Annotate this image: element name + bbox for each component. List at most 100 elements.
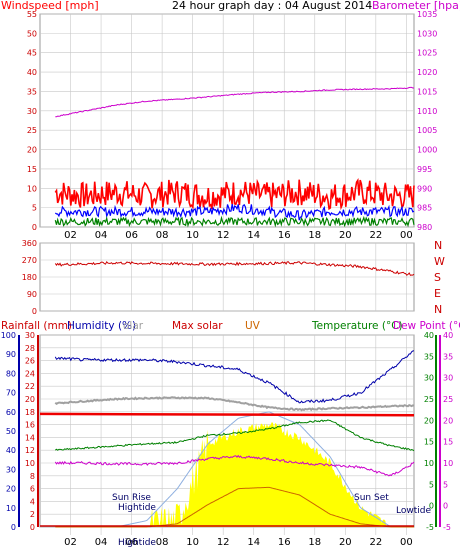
series-dew-point bbox=[54, 454, 415, 477]
windspeed-axis-title: Windspeed [mph] bbox=[1, 0, 99, 12]
humidity-tick-label: 20 bbox=[6, 485, 16, 494]
rain-tick-label: 8 bbox=[30, 472, 35, 481]
y-tick-label: 270 bbox=[22, 256, 37, 265]
legend-uv: UV bbox=[245, 320, 261, 332]
annotation-hightide: Hightide bbox=[118, 503, 156, 513]
x-tick-label: 10 bbox=[186, 537, 199, 548]
x-tick-label: 02 bbox=[64, 230, 77, 241]
x-tick-label: 12 bbox=[217, 230, 230, 241]
y-tick-label-left: 55 bbox=[27, 10, 37, 19]
top-x-ticks: 02 04 06 08 10 12 14 16 18 20 22 00 bbox=[64, 230, 413, 241]
dewpoint-ticks: 40 35 30 25 20 15 10 5 0 -5 bbox=[443, 331, 453, 532]
series-wind-direction bbox=[54, 260, 415, 276]
bottom-x-ticks: 02 04 06 08 10 12 14 16 18 20 22 00 bbox=[64, 537, 413, 548]
rain-tick-label: 10 bbox=[25, 459, 35, 468]
annotation-sunrise: Sun Rise bbox=[112, 493, 151, 503]
y-tick-label-right: 1010 bbox=[417, 107, 437, 116]
humidity-tick-label: 0 bbox=[11, 523, 16, 532]
humidity-tick-label: 10 bbox=[6, 504, 16, 513]
temp-tick-label: 30 bbox=[424, 374, 434, 383]
y-tick-label-right: 1005 bbox=[417, 126, 437, 135]
compass-label: N bbox=[434, 239, 442, 252]
rain-tick-label: 22 bbox=[25, 382, 35, 391]
x-tick-label: 12 bbox=[217, 537, 230, 548]
y-tick-label-right: 1035 bbox=[417, 10, 437, 19]
humidity-tick-label: 60 bbox=[6, 408, 16, 417]
temp-tick-label: 0 bbox=[429, 502, 434, 511]
y-tick-label-right: 1000 bbox=[417, 146, 437, 155]
legend-maxsolar: Max solar bbox=[172, 320, 223, 332]
rain-tick-label: 30 bbox=[25, 331, 35, 340]
rain-tick-label: 12 bbox=[25, 446, 35, 455]
series-grey bbox=[54, 396, 415, 412]
x-tick-label: 16 bbox=[278, 230, 291, 241]
header: Windspeed [mph] 24 hour graph day : 04 A… bbox=[1, 0, 460, 12]
y-tick-label: 0 bbox=[32, 307, 37, 316]
x-tick-label: 04 bbox=[95, 537, 108, 548]
y-tick-label-left: 35 bbox=[27, 87, 37, 96]
temp-tick-label: 5 bbox=[429, 480, 434, 489]
dewpoint-tick-label: 40 bbox=[443, 331, 453, 340]
rain-tick-label: 20 bbox=[25, 395, 35, 404]
x-tick-label: 08 bbox=[156, 537, 169, 548]
temp-tick-label: 25 bbox=[424, 395, 434, 404]
humidity-tick-label: 80 bbox=[6, 369, 16, 378]
y-tick-label-left: 30 bbox=[27, 107, 37, 116]
legend-rainfall: Rainfall (mm) bbox=[1, 320, 72, 332]
legend-humidity: Humidity (%) bbox=[67, 320, 136, 332]
y-tick-label-right: 980 bbox=[417, 223, 432, 232]
x-tick-label: 06 bbox=[125, 537, 138, 548]
dewpoint-tick-label: 20 bbox=[443, 416, 453, 425]
x-tick-label: 02 bbox=[64, 537, 77, 548]
x-tick-label: 08 bbox=[156, 230, 169, 241]
dewpoint-tick-label: 0 bbox=[443, 502, 448, 511]
y-tick-label: 180 bbox=[22, 273, 37, 282]
series-humidity bbox=[54, 350, 415, 404]
compass-label: N bbox=[434, 303, 442, 316]
x-tick-label: 22 bbox=[369, 537, 382, 548]
x-tick-label: 22 bbox=[369, 230, 382, 241]
dewpoint-tick-label: 35 bbox=[443, 352, 453, 361]
x-tick-label: 06 bbox=[125, 230, 138, 241]
compass-label: E bbox=[434, 287, 441, 300]
x-tick-label: 20 bbox=[339, 537, 352, 548]
annotation-sunset: Sun Set bbox=[354, 493, 389, 503]
x-tick-label: 18 bbox=[308, 537, 321, 548]
y-tick-label-left: 10 bbox=[27, 184, 37, 193]
x-tick-label: 14 bbox=[247, 537, 260, 548]
bottom-panel: Rainfall (mm) Humidity (%) olar Max sola… bbox=[1, 320, 460, 548]
x-tick-label: 00 bbox=[400, 230, 413, 241]
y-tick-label-left: 25 bbox=[27, 126, 37, 135]
x-tick-label: 16 bbox=[278, 537, 291, 548]
y-tick-label-right: 1025 bbox=[417, 49, 437, 58]
rain-tick-label: 18 bbox=[25, 408, 35, 417]
rain-tick-label: 26 bbox=[25, 357, 35, 366]
x-tick-label: 10 bbox=[186, 230, 199, 241]
top-grid bbox=[40, 13, 414, 228]
x-tick-label: 00 bbox=[400, 537, 413, 548]
top-y-ticks-right: 1035 1030 1025 1020 1015 1010 1005 1000 995 990 98… bbox=[417, 10, 437, 232]
y-tick-label: 360 bbox=[22, 239, 37, 248]
dewpoint-tick-label: -5 bbox=[443, 523, 451, 532]
temperature-ticks: 40 35 30 25 20 15 10 5 0 -5 bbox=[424, 331, 434, 532]
compass-label: S bbox=[434, 271, 441, 284]
legend-temperature: Temperature (°C) bbox=[311, 320, 403, 332]
temp-tick-label: -5 bbox=[426, 523, 434, 532]
x-tick-label: 14 bbox=[247, 230, 260, 241]
compass-label: W bbox=[434, 255, 445, 268]
rain-tick-label: 14 bbox=[25, 433, 35, 442]
x-tick-label: 20 bbox=[339, 230, 352, 241]
mid-y-ticks: 360 270 180 90 0 bbox=[22, 239, 37, 316]
y-tick-label-right: 995 bbox=[417, 165, 432, 174]
y-tick-label-right: 1015 bbox=[417, 87, 437, 96]
temp-tick-label: 35 bbox=[424, 352, 434, 361]
y-tick-label-right: 985 bbox=[417, 204, 432, 213]
humidity-tick-label: 70 bbox=[6, 389, 16, 398]
humidity-tick-label: 90 bbox=[6, 350, 16, 359]
y-tick-label-left: 40 bbox=[27, 68, 37, 77]
dewpoint-tick-label: 15 bbox=[443, 438, 453, 447]
x-tick-label: 04 bbox=[95, 230, 108, 241]
